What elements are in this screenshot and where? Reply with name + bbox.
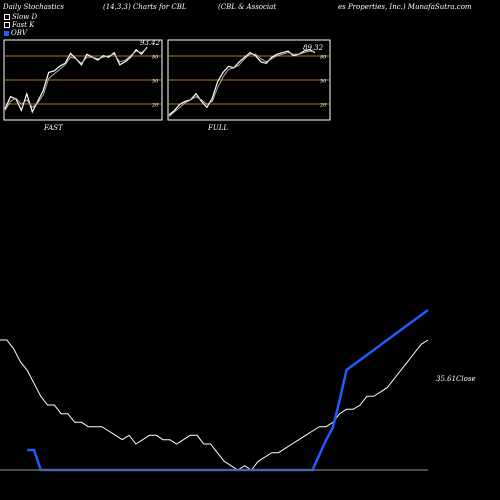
obv-line	[27, 308, 429, 472]
fast-panel-frame	[3, 39, 163, 121]
legend-item-obv: OBV	[4, 29, 37, 37]
full-panel-label: FULL	[207, 124, 228, 132]
full-value-label: 89.32	[303, 44, 324, 52]
full-series-1	[168, 50, 316, 117]
header-symbol: (CBL & Associat	[218, 3, 277, 11]
full-level-label-50: 50	[320, 79, 327, 85]
legend-label-obv: OBV	[11, 29, 27, 37]
full-panel-frame	[167, 39, 331, 121]
legend-item-fast-k: Fast K	[4, 21, 37, 29]
close-price-line	[0, 339, 429, 471]
legend-label-slow-d: Slow D	[12, 13, 38, 21]
legend-label-fast-k: Fast K	[12, 21, 35, 29]
fast-level-label-80: 80	[152, 55, 159, 61]
fast-panel-label: FAST	[43, 124, 64, 132]
legend-swatch-obv	[4, 30, 9, 36]
full-level-label-80: 80	[320, 55, 327, 61]
legend-item-slow-d: Slow D	[4, 13, 37, 21]
fast-series-1	[4, 47, 148, 111]
header-period: (14,3,3) Charts for CBL	[103, 3, 187, 11]
legend-swatch-slow-d	[4, 14, 10, 20]
legend: Slow D Fast K OBV	[4, 13, 37, 37]
fast-level-label-20: 20	[151, 103, 159, 109]
fast-level-label-50: 50	[152, 79, 159, 85]
header-source: es Properties, Inc.) MunafaSutra.com	[338, 3, 472, 11]
full-level-label-20: 20	[319, 103, 327, 109]
header-title: Daily Stochastics	[3, 3, 65, 11]
full-series-0	[168, 48, 316, 116]
close-value-label: 35.61Close	[436, 375, 476, 383]
legend-swatch-fast-k	[4, 22, 10, 28]
fast-value-label: 93.42	[140, 39, 161, 47]
